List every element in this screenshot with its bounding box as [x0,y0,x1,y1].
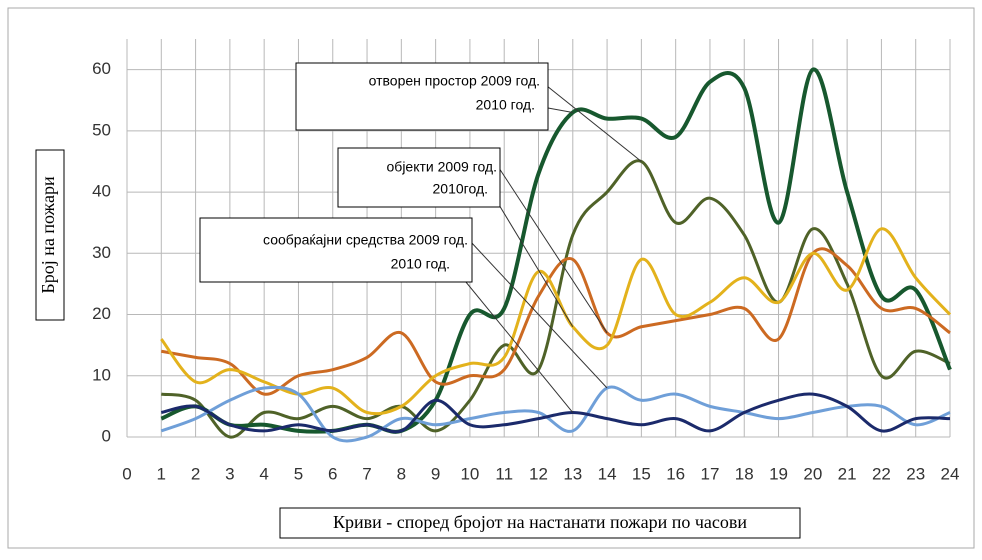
x-tick-label: 16 [666,464,685,483]
leader-line [469,240,608,389]
annotation-box [295,62,549,131]
legend-label: објекти 2009 год. [387,159,497,175]
y-tick-label: 10 [92,365,111,384]
x-tick-label: 19 [769,464,788,483]
legend-label: 2010 год. [476,97,535,113]
x-tick-label: 21 [838,464,857,483]
leader-line [541,81,642,162]
y-tick-label: 40 [92,182,111,201]
line-series [161,159,951,439]
y-axis-label: Број на пожари [38,176,58,294]
y-label-box [35,149,65,321]
x-tick-label: 11 [495,464,513,483]
x-tick-label: 22 [872,464,891,483]
x-tick-label: 2 [191,464,200,483]
x-tick-label: 20 [803,464,822,483]
x-tick-label: 3 [225,464,234,483]
x-tick-label: 7 [362,464,371,483]
x-tick-label: 6 [328,464,337,483]
x-tick-label: 12 [529,464,548,483]
leader-line [489,189,574,328]
x-tick-label: 24 [941,464,960,483]
x-tick-label: 15 [632,464,651,483]
annotation-box [199,217,473,283]
x-tick-label: 17 [700,464,719,483]
legend-label: отворен простор 2009 год. [369,73,540,89]
x-tick-label: 0 [122,464,131,483]
legend-label: 2010год. [433,181,488,197]
leader-line [451,264,574,413]
x-tick-label: 13 [563,464,582,483]
x-tick-label: 18 [735,464,754,483]
line-series [160,385,951,443]
x-label-box [279,507,801,539]
annotation-box [337,147,501,208]
legend-label: 2010 год. [391,256,450,272]
x-tick-label: 1 [157,464,166,483]
x-tick-label: 4 [259,464,268,483]
x-tick-label: 8 [397,464,406,483]
x-tick-label: 10 [460,464,479,483]
y-tick-label: 20 [92,304,111,323]
line-series [160,392,951,434]
x-tick-label: 9 [431,464,440,483]
y-tick-label: 0 [102,426,111,445]
x-tick-label: 23 [906,464,925,483]
x-axis-label: Криви - според бројот на настанати пожар… [333,512,747,532]
leader-line [498,167,608,334]
y-tick-label: 50 [92,120,111,139]
x-tick-label: 14 [598,464,617,483]
y-tick-label: 60 [92,59,111,78]
x-tick-label: 5 [294,464,303,483]
y-tick-label: 30 [92,243,111,262]
legend-label: сообраќајни средства 2009 год. [263,232,468,248]
